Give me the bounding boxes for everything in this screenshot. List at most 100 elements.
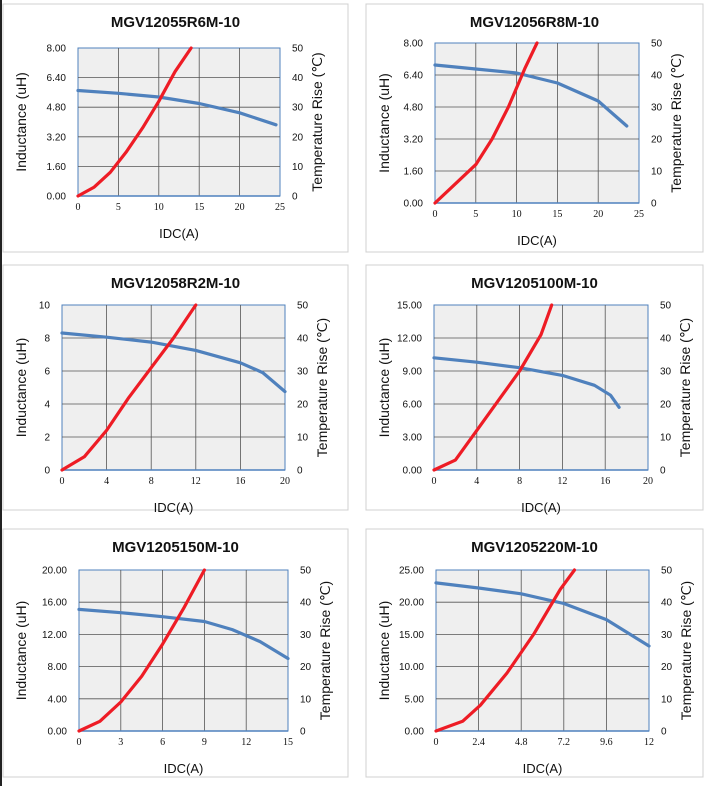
y2-tick-label: 40 <box>651 71 663 82</box>
y2-tick-label: 10 <box>661 694 673 705</box>
y-tick-label: 12.00 <box>42 630 67 641</box>
x-tick-label: 0 <box>432 476 437 487</box>
y2-tick-label: 0 <box>292 192 298 203</box>
y2-tick-label: 0 <box>300 727 306 738</box>
plot-area <box>61 304 286 471</box>
y2-axis-label: Temperature Rise (℃) <box>317 581 333 720</box>
chart-title: MGV1205150M-10 <box>112 539 239 556</box>
y-tick-label: 4.80 <box>404 103 424 114</box>
y-tick-label: 0.00 <box>405 727 425 738</box>
x-tick-label: 12 <box>557 476 567 487</box>
chart-title: MGV12055R6M-10 <box>111 14 240 31</box>
y2-tick-label: 30 <box>297 367 309 378</box>
y-tick-label: 8.00 <box>404 39 424 50</box>
y2-axis-label: Temperature Rise (℃) <box>677 318 693 457</box>
chart-4: 0.00 3.00 6.00 9.00 12.00 15.00 0 10 20 30 40 50 0 4 8… <box>365 264 704 515</box>
x-tick-label: 12 <box>191 476 201 487</box>
y-tick-label: 16.00 <box>42 598 67 609</box>
x-tick-label: 20 <box>643 476 653 487</box>
x-tick-label: 4.8 <box>515 737 528 748</box>
y2-tick-label: 50 <box>661 566 673 577</box>
x-tick-label: 15 <box>552 209 562 220</box>
y2-tick-label: 0 <box>660 466 666 477</box>
x-tick-label: 4 <box>474 476 479 487</box>
y-tick-label: 4 <box>44 400 50 411</box>
y2-tick-label: 0 <box>297 466 303 477</box>
temperature-rise-line <box>434 568 577 733</box>
x-tick-label: 10 <box>154 202 164 213</box>
x-axis-label: IDC(A) <box>521 500 561 515</box>
y2-tick-label: 40 <box>297 334 309 345</box>
x-tick-label: 25 <box>634 209 644 220</box>
x-tick-label: 0 <box>76 202 81 213</box>
y-tick-label: 8 <box>44 334 50 345</box>
y2-tick-label: 20 <box>651 135 663 146</box>
temperature-rise-line <box>77 568 206 733</box>
y2-tick-label: 50 <box>651 39 663 50</box>
inductance-line <box>76 88 278 127</box>
x-tick-label: 8 <box>517 476 522 487</box>
x-tick-label: 3 <box>118 737 123 748</box>
y-axis-label: Inductance (uH) <box>376 73 392 173</box>
y-tick-label: 3.20 <box>47 132 67 143</box>
x-tick-label: 12 <box>644 737 654 748</box>
x-tick-label: 20 <box>235 202 245 213</box>
y2-tick-label: 0 <box>651 199 657 210</box>
temperature-rise-line <box>433 41 539 205</box>
temperature-rise-line <box>432 303 554 472</box>
y2-tick-label: 50 <box>297 301 309 312</box>
y-tick-label: 25.00 <box>399 566 424 577</box>
y2-tick-label: 10 <box>292 162 304 173</box>
x-tick-label: 10 <box>512 209 522 220</box>
x-tick-label: 9.6 <box>600 737 613 748</box>
y2-axis-label: Temperature Rise (℃) <box>309 52 325 191</box>
x-axis-label: IDC(A) <box>154 500 194 515</box>
y-tick-label: 4.00 <box>48 694 68 705</box>
y-tick-label: 10 <box>39 301 51 312</box>
y2-tick-label: 30 <box>660 367 672 378</box>
inductance-line <box>432 356 621 409</box>
inductance-line <box>434 581 651 648</box>
x-tick-label: 0 <box>60 476 65 487</box>
temperature-rise-line <box>60 303 198 472</box>
y2-tick-label: 30 <box>651 103 663 114</box>
chart-title: MGV1205220M-10 <box>471 539 598 556</box>
x-tick-label: 15 <box>283 737 293 748</box>
y-tick-label: 0 <box>44 466 50 477</box>
x-tick-label: 15 <box>194 202 204 213</box>
y2-tick-label: 30 <box>292 103 304 114</box>
plot-area <box>435 569 650 732</box>
y2-tick-label: 20 <box>300 662 312 673</box>
y2-axis-label: Temperature Rise (℃) <box>314 318 330 457</box>
chart-title: MGV1205100M-10 <box>471 275 598 292</box>
y2-tick-label: 20 <box>297 400 309 411</box>
chart-title: MGV12058R2M-10 <box>111 275 240 292</box>
y2-tick-label: 30 <box>661 630 673 641</box>
y2-tick-label: 30 <box>300 630 312 641</box>
y2-tick-label: 40 <box>660 334 672 345</box>
y-tick-label: 0.00 <box>48 727 68 738</box>
y2-tick-label: 50 <box>660 301 672 312</box>
y2-tick-label: 0 <box>661 727 667 738</box>
x-tick-label: 0 <box>433 209 438 220</box>
y2-tick-label: 40 <box>661 598 673 609</box>
y2-tick-label: 10 <box>651 167 663 178</box>
y-tick-label: 9.00 <box>403 367 423 378</box>
x-tick-label: 0 <box>434 737 439 748</box>
x-axis-label: IDC(A) <box>523 761 563 776</box>
left-edge-border <box>0 0 2 786</box>
y-axis-label: Inductance (uH) <box>13 601 29 701</box>
y-axis-label: Inductance (uH) <box>13 72 29 172</box>
y2-tick-label: 20 <box>660 400 672 411</box>
y-axis-label: Inductance (uH) <box>376 338 392 438</box>
y-axis-label: Inductance (uH) <box>376 601 392 701</box>
x-tick-label: 0 <box>77 737 82 748</box>
x-axis-label: IDC(A) <box>164 761 204 776</box>
y-tick-label: 4.80 <box>47 103 67 114</box>
x-tick-label: 8 <box>149 476 154 487</box>
y-tick-label: 5.00 <box>405 694 425 705</box>
y-tick-label: 6 <box>44 367 50 378</box>
x-tick-label: 2.4 <box>472 737 485 748</box>
y2-tick-label: 20 <box>292 132 304 143</box>
chart-3: 0 2 4 6 8 10 0 10 20 30 40 50 0 4 8 12 16 20 MGV12058R2M-1… <box>2 264 349 515</box>
